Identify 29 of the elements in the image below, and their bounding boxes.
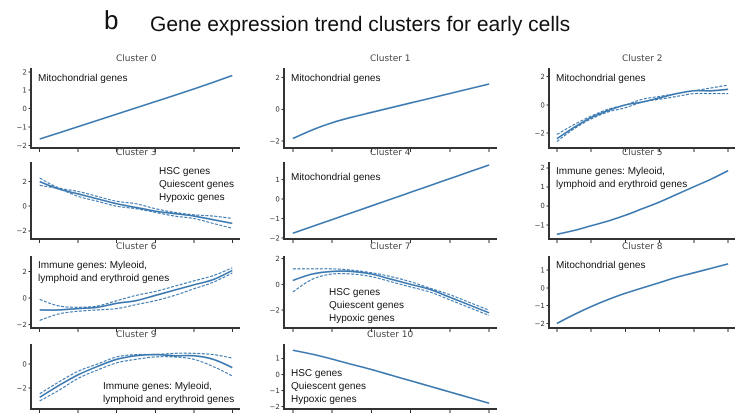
line-series	[292, 349, 490, 404]
chart-title: Cluster 9	[116, 330, 157, 340]
annotation: Mitochondrial genes	[556, 260, 646, 271]
chart-title: Cluster 4	[370, 148, 411, 158]
annotation: Mitochondrial genes	[556, 73, 646, 84]
text: Gene expression trend clusters for early cells	[150, 13, 570, 36]
chart-title: Cluster 0	[116, 54, 157, 64]
line-series	[38, 74, 234, 140]
line-series	[292, 83, 490, 140]
chart-title: Cluster 10	[367, 330, 414, 340]
annotation: Mitochondrial genes	[291, 172, 380, 183]
annotation: Immune genes: Myleoid, lymphoid and erythroid genes	[556, 166, 688, 190]
chart-title: Cluster 3	[116, 148, 157, 158]
annotation: Mitochondrial genes	[291, 73, 380, 84]
annotation: HSC genes Quiescent genes Hypoxic genes	[291, 368, 366, 405]
chart-title: Cluster 7	[370, 242, 411, 252]
annotation: Immune genes: Myleoid, lymphoid and erythroid genes	[103, 381, 234, 405]
chart-title: Cluster 5	[622, 148, 663, 158]
line-series	[292, 164, 490, 234]
annotation: Mitochondrial genes	[38, 73, 128, 84]
chart-title: Cluster 2	[622, 54, 663, 64]
chart-title: Cluster 6	[116, 242, 157, 252]
annotation: HSC genes Quiescent genes Hypoxic genes	[159, 166, 234, 203]
chart-title: Cluster 8	[622, 242, 663, 252]
chart-title: Cluster 1	[370, 54, 411, 64]
annotation: HSC genes Quiescent genes Hypoxic genes	[329, 287, 404, 324]
text: b	[104, 5, 118, 35]
annotation: Immune genes: Myleoid, lymphoid and erythroid genes	[38, 260, 170, 284]
line-series	[39, 272, 233, 322]
